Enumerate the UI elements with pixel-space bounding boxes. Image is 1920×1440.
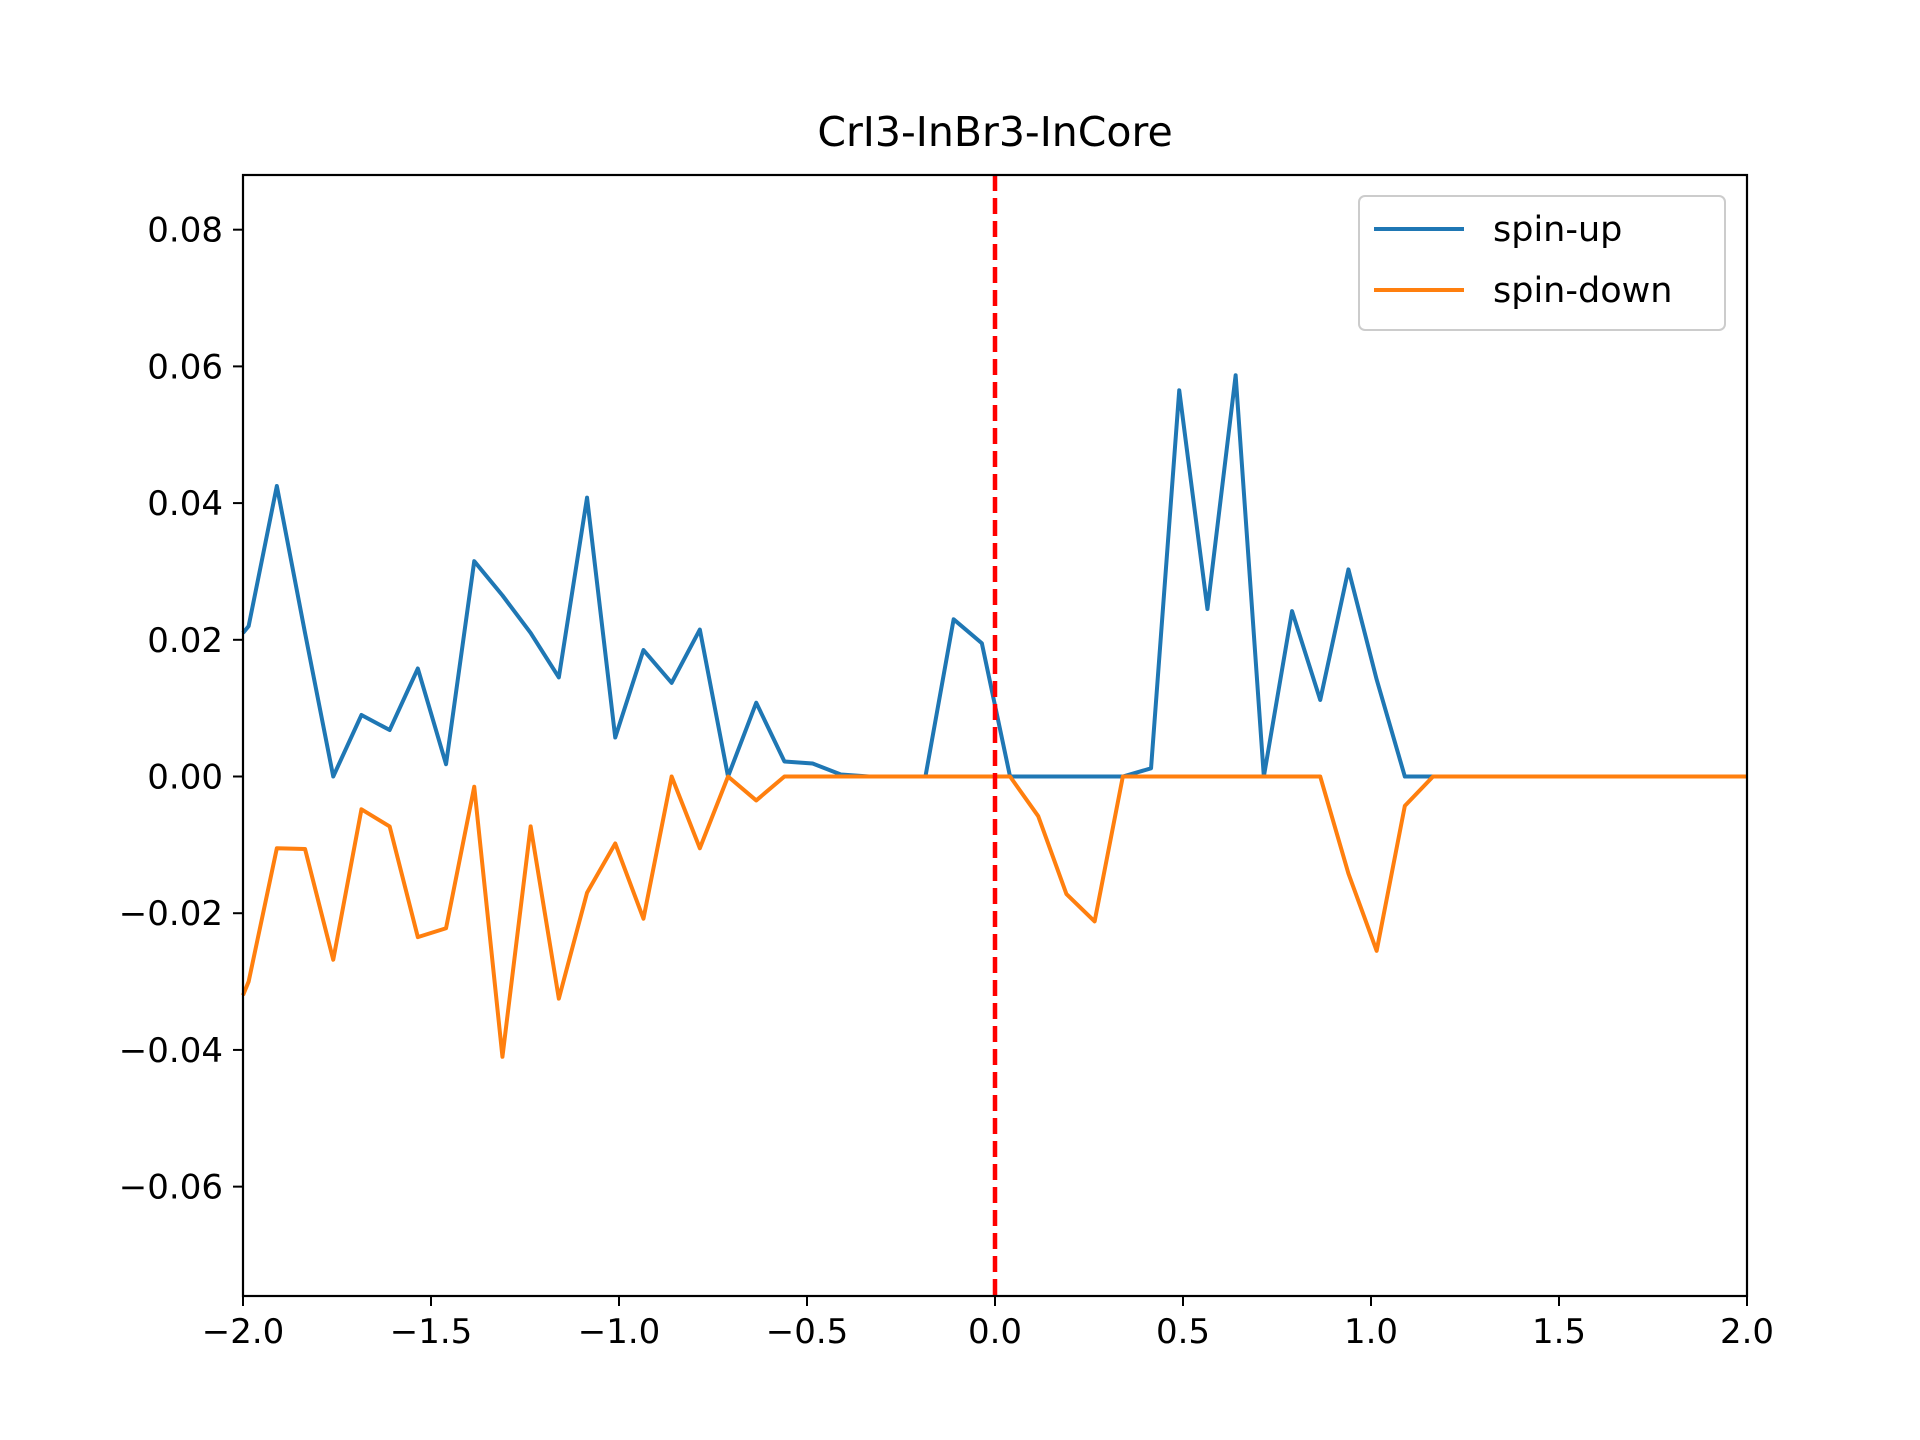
- y-tick-label: 0.06: [147, 347, 223, 387]
- y-tick-label: −0.06: [119, 1168, 223, 1208]
- x-tick-label: 2.0: [1720, 1312, 1774, 1352]
- x-tick-label: 1.0: [1344, 1312, 1398, 1352]
- x-tick-label: 0.5: [1156, 1312, 1210, 1352]
- legend-label-spin-down: spin-down: [1493, 271, 1672, 311]
- x-axis: −2.0 −1.5 −1.0 −0.5 0.0 0.5 1.0 1.5 2.0: [202, 1296, 1774, 1352]
- y-tick-label: 0.02: [147, 621, 223, 661]
- y-tick-label: 0.08: [147, 211, 223, 251]
- y-tick-label: −0.04: [119, 1031, 223, 1071]
- x-tick-label: −2.0: [202, 1312, 285, 1352]
- y-axis: 0.08 0.06 0.04 0.02 0.00 −0.02 −0.04 −0.06: [119, 211, 243, 1208]
- legend-label-spin-up: spin-up: [1493, 210, 1622, 250]
- y-tick-label: 0.04: [147, 484, 223, 524]
- legend: spin-up spin-down: [1358, 195, 1726, 331]
- x-tick-label: −1.0: [578, 1312, 661, 1352]
- x-tick-label: 1.5: [1532, 1312, 1586, 1352]
- x-tick-label: −0.5: [766, 1312, 849, 1352]
- x-tick-label: 0.0: [968, 1312, 1022, 1352]
- chart-title: CrI3-InBr3-InCore: [817, 108, 1172, 156]
- y-tick-label: 0.00: [147, 758, 223, 798]
- y-tick-label: −0.02: [119, 894, 223, 934]
- x-tick-label: −1.5: [390, 1312, 473, 1352]
